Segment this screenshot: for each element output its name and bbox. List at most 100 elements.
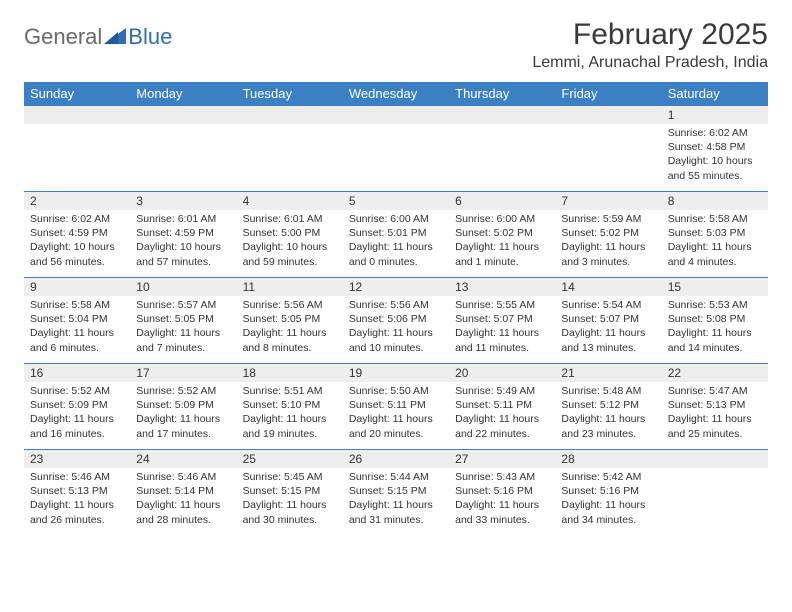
- weekday-header: Thursday: [449, 82, 555, 106]
- day-details: Sunrise: 5:58 AMSunset: 5:03 PMDaylight:…: [662, 210, 768, 273]
- day-number: 19: [343, 364, 449, 382]
- day-details: [343, 124, 449, 130]
- day-number: 10: [130, 278, 236, 296]
- day-number: 12: [343, 278, 449, 296]
- calendar-day-cell: 20Sunrise: 5:49 AMSunset: 5:11 PMDayligh…: [449, 364, 555, 450]
- calendar-day-cell: [237, 106, 343, 192]
- day-number: [555, 106, 661, 124]
- day-details: Sunrise: 5:56 AMSunset: 5:05 PMDaylight:…: [237, 296, 343, 359]
- calendar-day-cell: [24, 106, 130, 192]
- calendar-day-cell: 24Sunrise: 5:46 AMSunset: 5:14 PMDayligh…: [130, 450, 236, 536]
- day-number: 4: [237, 192, 343, 210]
- calendar-day-cell: 17Sunrise: 5:52 AMSunset: 5:09 PMDayligh…: [130, 364, 236, 450]
- day-details: Sunrise: 5:49 AMSunset: 5:11 PMDaylight:…: [449, 382, 555, 445]
- calendar-day-cell: 14Sunrise: 5:54 AMSunset: 5:07 PMDayligh…: [555, 278, 661, 364]
- calendar-day-cell: 1Sunrise: 6:02 AMSunset: 4:58 PMDaylight…: [662, 106, 768, 192]
- day-details: Sunrise: 5:44 AMSunset: 5:15 PMDaylight:…: [343, 468, 449, 531]
- day-details: Sunrise: 5:56 AMSunset: 5:06 PMDaylight:…: [343, 296, 449, 359]
- calendar-week-row: 16Sunrise: 5:52 AMSunset: 5:09 PMDayligh…: [24, 364, 768, 450]
- day-number: 21: [555, 364, 661, 382]
- month-title: February 2025: [532, 18, 768, 52]
- weekday-header: Sunday: [24, 82, 130, 106]
- day-number: 22: [662, 364, 768, 382]
- calendar-day-cell: 18Sunrise: 5:51 AMSunset: 5:10 PMDayligh…: [237, 364, 343, 450]
- day-details: Sunrise: 5:51 AMSunset: 5:10 PMDaylight:…: [237, 382, 343, 445]
- calendar-day-cell: 21Sunrise: 5:48 AMSunset: 5:12 PMDayligh…: [555, 364, 661, 450]
- day-number: 20: [449, 364, 555, 382]
- day-number: 8: [662, 192, 768, 210]
- calendar-day-cell: 12Sunrise: 5:56 AMSunset: 5:06 PMDayligh…: [343, 278, 449, 364]
- day-details: Sunrise: 5:59 AMSunset: 5:02 PMDaylight:…: [555, 210, 661, 273]
- calendar-day-cell: 13Sunrise: 5:55 AMSunset: 5:07 PMDayligh…: [449, 278, 555, 364]
- day-details: Sunrise: 5:48 AMSunset: 5:12 PMDaylight:…: [555, 382, 661, 445]
- calendar-day-cell: [555, 106, 661, 192]
- calendar-day-cell: 22Sunrise: 5:47 AMSunset: 5:13 PMDayligh…: [662, 364, 768, 450]
- day-details: Sunrise: 5:46 AMSunset: 5:14 PMDaylight:…: [130, 468, 236, 531]
- calendar-day-cell: 9Sunrise: 5:58 AMSunset: 5:04 PMDaylight…: [24, 278, 130, 364]
- logo-text-blue: Blue: [128, 24, 172, 50]
- day-details: [449, 124, 555, 130]
- calendar-week-row: 2Sunrise: 6:02 AMSunset: 4:59 PMDaylight…: [24, 192, 768, 278]
- day-details: Sunrise: 6:01 AMSunset: 5:00 PMDaylight:…: [237, 210, 343, 273]
- calendar-day-cell: 11Sunrise: 5:56 AMSunset: 5:05 PMDayligh…: [237, 278, 343, 364]
- day-number: [130, 106, 236, 124]
- calendar-day-cell: 26Sunrise: 5:44 AMSunset: 5:15 PMDayligh…: [343, 450, 449, 536]
- day-details: Sunrise: 6:00 AMSunset: 5:02 PMDaylight:…: [449, 210, 555, 273]
- day-details: Sunrise: 5:50 AMSunset: 5:11 PMDaylight:…: [343, 382, 449, 445]
- calendar-day-cell: 5Sunrise: 6:00 AMSunset: 5:01 PMDaylight…: [343, 192, 449, 278]
- calendar-day-cell: 27Sunrise: 5:43 AMSunset: 5:16 PMDayligh…: [449, 450, 555, 536]
- day-number: 16: [24, 364, 130, 382]
- day-number: 14: [555, 278, 661, 296]
- day-number: 27: [449, 450, 555, 468]
- calendar-week-row: 1Sunrise: 6:02 AMSunset: 4:58 PMDaylight…: [24, 106, 768, 192]
- calendar-day-cell: [662, 450, 768, 536]
- day-number: 11: [237, 278, 343, 296]
- day-number: 25: [237, 450, 343, 468]
- day-number: [24, 106, 130, 124]
- calendar-table: SundayMondayTuesdayWednesdayThursdayFrid…: [24, 82, 768, 536]
- calendar-day-cell: [130, 106, 236, 192]
- day-number: 23: [24, 450, 130, 468]
- day-details: Sunrise: 5:58 AMSunset: 5:04 PMDaylight:…: [24, 296, 130, 359]
- calendar-day-cell: 23Sunrise: 5:46 AMSunset: 5:13 PMDayligh…: [24, 450, 130, 536]
- calendar-header-row: SundayMondayTuesdayWednesdayThursdayFrid…: [24, 82, 768, 106]
- day-details: Sunrise: 5:47 AMSunset: 5:13 PMDaylight:…: [662, 382, 768, 445]
- day-details: [130, 124, 236, 130]
- day-details: Sunrise: 5:55 AMSunset: 5:07 PMDaylight:…: [449, 296, 555, 359]
- day-number: 7: [555, 192, 661, 210]
- location: Lemmi, Arunachal Pradesh, India: [532, 54, 768, 72]
- day-number: [343, 106, 449, 124]
- weekday-header: Tuesday: [237, 82, 343, 106]
- day-number: 15: [662, 278, 768, 296]
- calendar-day-cell: [449, 106, 555, 192]
- day-details: Sunrise: 5:45 AMSunset: 5:15 PMDaylight:…: [237, 468, 343, 531]
- day-number: [237, 106, 343, 124]
- day-details: Sunrise: 5:57 AMSunset: 5:05 PMDaylight:…: [130, 296, 236, 359]
- calendar-week-row: 23Sunrise: 5:46 AMSunset: 5:13 PMDayligh…: [24, 450, 768, 536]
- day-number: 17: [130, 364, 236, 382]
- day-number: 26: [343, 450, 449, 468]
- day-number: [662, 450, 768, 468]
- day-number: [449, 106, 555, 124]
- calendar-day-cell: 16Sunrise: 5:52 AMSunset: 5:09 PMDayligh…: [24, 364, 130, 450]
- day-number: 1: [662, 106, 768, 124]
- day-details: Sunrise: 6:00 AMSunset: 5:01 PMDaylight:…: [343, 210, 449, 273]
- day-details: Sunrise: 5:52 AMSunset: 5:09 PMDaylight:…: [130, 382, 236, 445]
- day-details: Sunrise: 6:02 AMSunset: 4:59 PMDaylight:…: [24, 210, 130, 273]
- calendar-day-cell: 19Sunrise: 5:50 AMSunset: 5:11 PMDayligh…: [343, 364, 449, 450]
- day-details: [555, 124, 661, 130]
- weekday-header: Friday: [555, 82, 661, 106]
- day-number: 2: [24, 192, 130, 210]
- weekday-header: Saturday: [662, 82, 768, 106]
- calendar-day-cell: [343, 106, 449, 192]
- calendar-week-row: 9Sunrise: 5:58 AMSunset: 5:04 PMDaylight…: [24, 278, 768, 364]
- calendar-day-cell: 4Sunrise: 6:01 AMSunset: 5:00 PMDaylight…: [237, 192, 343, 278]
- day-details: Sunrise: 5:42 AMSunset: 5:16 PMDaylight:…: [555, 468, 661, 531]
- day-details: Sunrise: 6:01 AMSunset: 4:59 PMDaylight:…: [130, 210, 236, 273]
- day-number: 28: [555, 450, 661, 468]
- calendar-day-cell: 2Sunrise: 6:02 AMSunset: 4:59 PMDaylight…: [24, 192, 130, 278]
- calendar-day-cell: 15Sunrise: 5:53 AMSunset: 5:08 PMDayligh…: [662, 278, 768, 364]
- day-number: 6: [449, 192, 555, 210]
- calendar-day-cell: 25Sunrise: 5:45 AMSunset: 5:15 PMDayligh…: [237, 450, 343, 536]
- logo: General Blue: [24, 18, 172, 50]
